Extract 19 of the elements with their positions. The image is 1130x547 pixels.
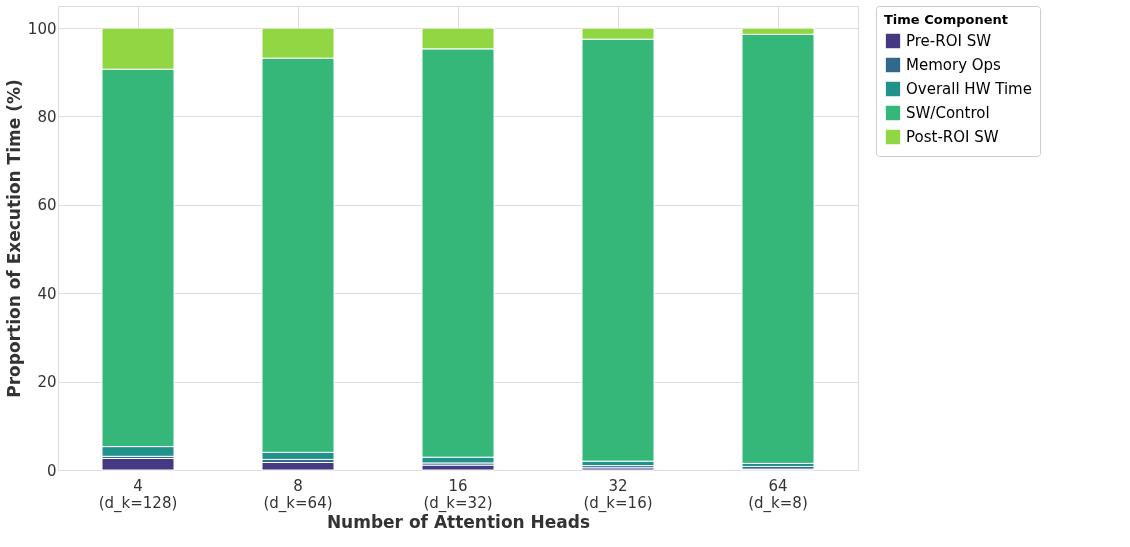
legend-label: Pre-ROI SW: [906, 32, 992, 50]
legend-label: Memory Ops: [906, 56, 1002, 74]
x-tick-label: 8 (d_k=64): [263, 476, 333, 513]
y-tick-label: 60: [37, 196, 57, 215]
y-tick-label: 40: [37, 284, 57, 303]
x-tick-label: 32 (d_k=16): [583, 476, 653, 513]
legend-label: SW/Control: [906, 104, 990, 122]
legend-label: Post-ROI SW: [906, 128, 999, 146]
x-tick-label: 4 (d_k=128): [98, 476, 178, 513]
x-axis-title: Number of Attention Heads: [326, 511, 591, 532]
x-tick-label: 16 (d_k=32): [423, 476, 493, 513]
legend-title: Time Component: [884, 12, 1009, 27]
legend-label: Overall HW Time: [906, 80, 1032, 98]
y-tick-label: 20: [37, 373, 57, 392]
y-axis-title: Proportion of Execution Time (%): [3, 79, 24, 398]
y-tick-label: 80: [37, 107, 57, 126]
y-tick-label: 100: [27, 19, 57, 38]
x-tick-label: 64 (d_k=8): [748, 476, 808, 513]
y-tick-label: 0: [46, 461, 57, 480]
